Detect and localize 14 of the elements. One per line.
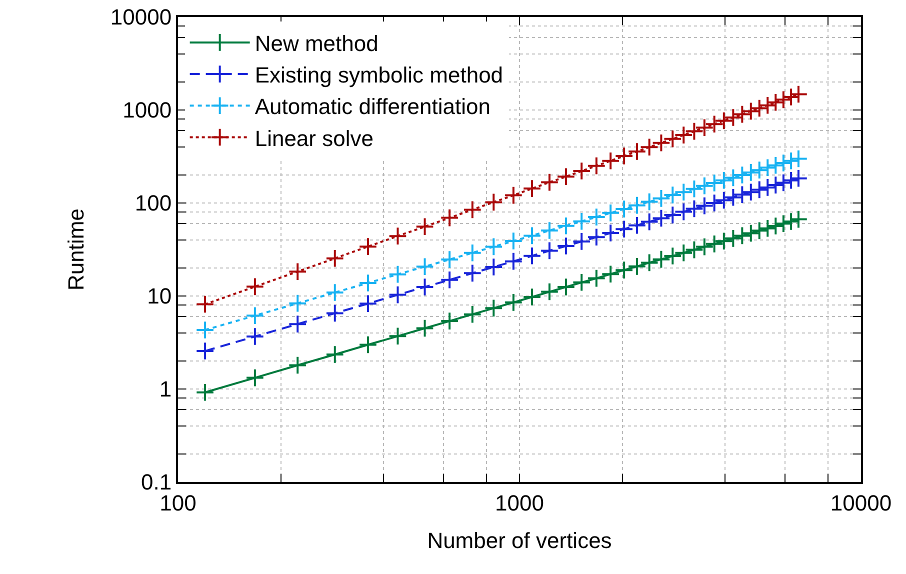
- y-tick-label: 10000: [110, 4, 172, 30]
- legend-label: Automatic differentiation: [254, 94, 490, 120]
- x-axis-title: Number of vertices: [427, 528, 612, 553]
- y-axis-title: Runtime: [64, 208, 89, 290]
- y-tick-label: 1000: [122, 98, 172, 123]
- x-tick-label: 10000: [830, 490, 892, 516]
- legend-label: New method: [254, 31, 378, 56]
- legend-label: Linear solve: [254, 126, 374, 151]
- y-tick-label: 100: [134, 190, 172, 216]
- legend-label: Existing symbolic method: [254, 62, 504, 88]
- x-tick-label: 1000: [495, 490, 544, 516]
- y-tick-label: 1: [159, 376, 172, 402]
- y-tick-label: 10: [147, 284, 172, 309]
- y-tick-label: 0.1: [141, 470, 172, 495]
